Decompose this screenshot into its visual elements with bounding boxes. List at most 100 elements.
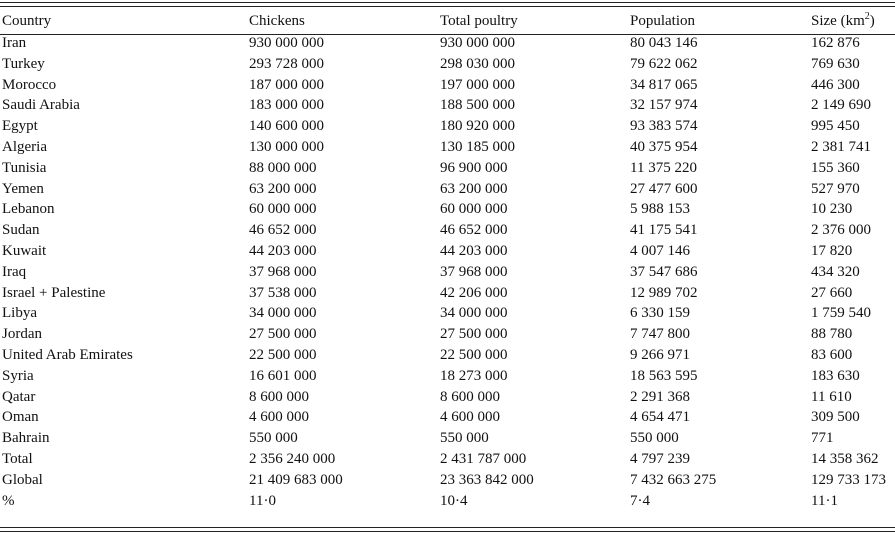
bottom-rule: [0, 527, 895, 528]
cell: 44 203 000: [440, 242, 508, 259]
cell: 34 000 000: [249, 305, 317, 322]
table-row: Jordan 27 500 000 27 500 000 7 747 800 88 78…: [0, 324, 895, 345]
cell: 27 660: [811, 284, 853, 301]
cell: 63 200 000: [249, 180, 317, 197]
cell: 10·4: [440, 492, 468, 509]
cell: 16 601 000: [249, 367, 317, 384]
cell: 9 266 971: [630, 346, 690, 363]
row-label: Bahrain: [2, 430, 50, 447]
cell: 4 797 239: [630, 450, 690, 467]
cell: 93 383 574: [630, 118, 698, 135]
cell: 42 206 000: [440, 284, 508, 301]
cell: 4 600 000: [440, 409, 500, 426]
cell: 298 030 000: [440, 55, 515, 72]
table-row: Iraq 37 968 000 37 968 000 37 547 686 434 32…: [0, 262, 895, 283]
table-row: Oman 4 600 000 4 600 000 4 654 471 309 500: [0, 407, 895, 428]
row-label: Oman: [2, 409, 39, 426]
cell: 37 547 686: [630, 263, 698, 280]
table-row: Bahrain 550 000 550 000 550 000 771: [0, 428, 895, 449]
cell: 162 876: [811, 35, 860, 51]
cell: 769 630: [811, 55, 860, 72]
cell: 180 920 000: [440, 118, 515, 135]
row-label: Lebanon: [2, 201, 55, 218]
row-label: Jordan: [2, 326, 42, 343]
cell: 7·4: [630, 492, 650, 509]
header-text: ): [869, 12, 875, 29]
table-row: Libya 34 000 000 34 000 000 6 330 159 1 759 …: [0, 303, 895, 324]
row-label: Yemen: [2, 180, 44, 197]
cell: 46 652 000: [440, 222, 508, 239]
table-row: Syria 16 601 000 18 273 000 18 563 595 183 6…: [0, 366, 895, 387]
cell: 27 500 000: [249, 326, 317, 343]
header-cell: Total poultry: [440, 12, 518, 29]
cell: 4 654 471: [630, 409, 690, 426]
cell: 80 043 146: [630, 35, 698, 51]
top-rule: [0, 2, 895, 3]
table-row: Tunisia 88 000 000 96 900 000 11 375 220 155…: [0, 158, 895, 179]
header-cell: Size (km2): [809, 9, 895, 33]
cell: 446 300: [811, 76, 860, 93]
row-label: Israel + Palestine: [2, 284, 106, 301]
cell: 140 600 000: [249, 118, 324, 135]
row-label: Kuwait: [2, 242, 47, 259]
row-label: Algeria: [2, 138, 47, 155]
cell: 183 000 000: [249, 97, 324, 114]
cell: 129 733 173: [811, 471, 886, 488]
table-row: Algeria 130 000 000 130 185 000 40 375 954 2…: [0, 137, 895, 158]
cell: 2 431 787 000: [440, 450, 527, 467]
cell: 21 409 683 000: [249, 471, 343, 488]
table-row: % 11·0 10·4 7·4 11·1: [0, 491, 895, 512]
data-table: Country Chickens Total poultry Population Si…: [0, 9, 895, 511]
row-label: Egypt: [2, 118, 38, 135]
row-label: Saudi Arabia: [2, 97, 80, 114]
cell: 8 600 000: [440, 388, 500, 405]
cell: 22 500 000: [440, 346, 508, 363]
header-cell: Population: [630, 12, 696, 29]
cell: 2 381 741: [811, 138, 871, 155]
cell: 187 000 000: [249, 76, 324, 93]
cell: 527 970: [811, 180, 860, 197]
table-row: Yemen 63 200 000 63 200 000 27 477 600 527 9…: [0, 179, 895, 200]
table-row: Qatar 8 600 000 8 600 000 2 291 368 11 610: [0, 387, 895, 408]
cell: 12 989 702: [630, 284, 698, 301]
table-body: Iran 930 000 000 930 000 000 80 043 146 162 …: [0, 33, 895, 511]
cell: 18 563 595: [630, 367, 698, 384]
bottom-rule: [0, 531, 895, 532]
table-row: Morocco 187 000 000 197 000 000 34 817 065 4…: [0, 75, 895, 96]
cell: 4 007 146: [630, 242, 690, 259]
cell: 27 477 600: [630, 180, 698, 197]
cell: 155 360: [811, 159, 860, 176]
table-row: Kuwait 44 203 000 44 203 000 4 007 146 17 82…: [0, 241, 895, 262]
header-row: Country Chickens Total poultry Population Si…: [0, 9, 895, 33]
row-label: Global: [2, 471, 43, 488]
header-superscript: 2: [864, 10, 870, 22]
table-row: Iran 930 000 000 930 000 000 80 043 146 162 …: [0, 33, 895, 54]
row-label: Iran: [2, 35, 27, 51]
cell: 183 630: [811, 367, 860, 384]
table-row: Israel + Palestine 37 538 000 42 206 000 12…: [0, 283, 895, 304]
cell: 930 000 000: [440, 35, 515, 51]
cell: 11 610: [811, 388, 852, 405]
row-label: Morocco: [2, 76, 57, 93]
cell: 88 000 000: [249, 159, 317, 176]
cell: 550 000: [630, 430, 679, 447]
cell: 5 988 153: [630, 201, 690, 218]
cell: 34 000 000: [440, 305, 508, 322]
cell: 197 000 000: [440, 76, 515, 93]
cell: 6 330 159: [630, 305, 690, 322]
cell: 88 780: [811, 326, 853, 343]
cell: 11·0: [249, 492, 276, 509]
cell: 60 000 000: [440, 201, 508, 218]
cell: 46 652 000: [249, 222, 317, 239]
cell: 188 500 000: [440, 97, 515, 114]
cell: 60 000 000: [249, 201, 317, 218]
cell: 11 375 220: [630, 159, 697, 176]
top-rule: [0, 6, 895, 7]
cell: 23 363 842 000: [440, 471, 534, 488]
cell: 79 622 062: [630, 55, 698, 72]
cell: 37 538 000: [249, 284, 317, 301]
cell: 63 200 000: [440, 180, 508, 197]
cell: 10 230: [811, 201, 853, 218]
cell: 14 358 362: [811, 450, 879, 467]
header-text: Size (km: [811, 12, 865, 29]
